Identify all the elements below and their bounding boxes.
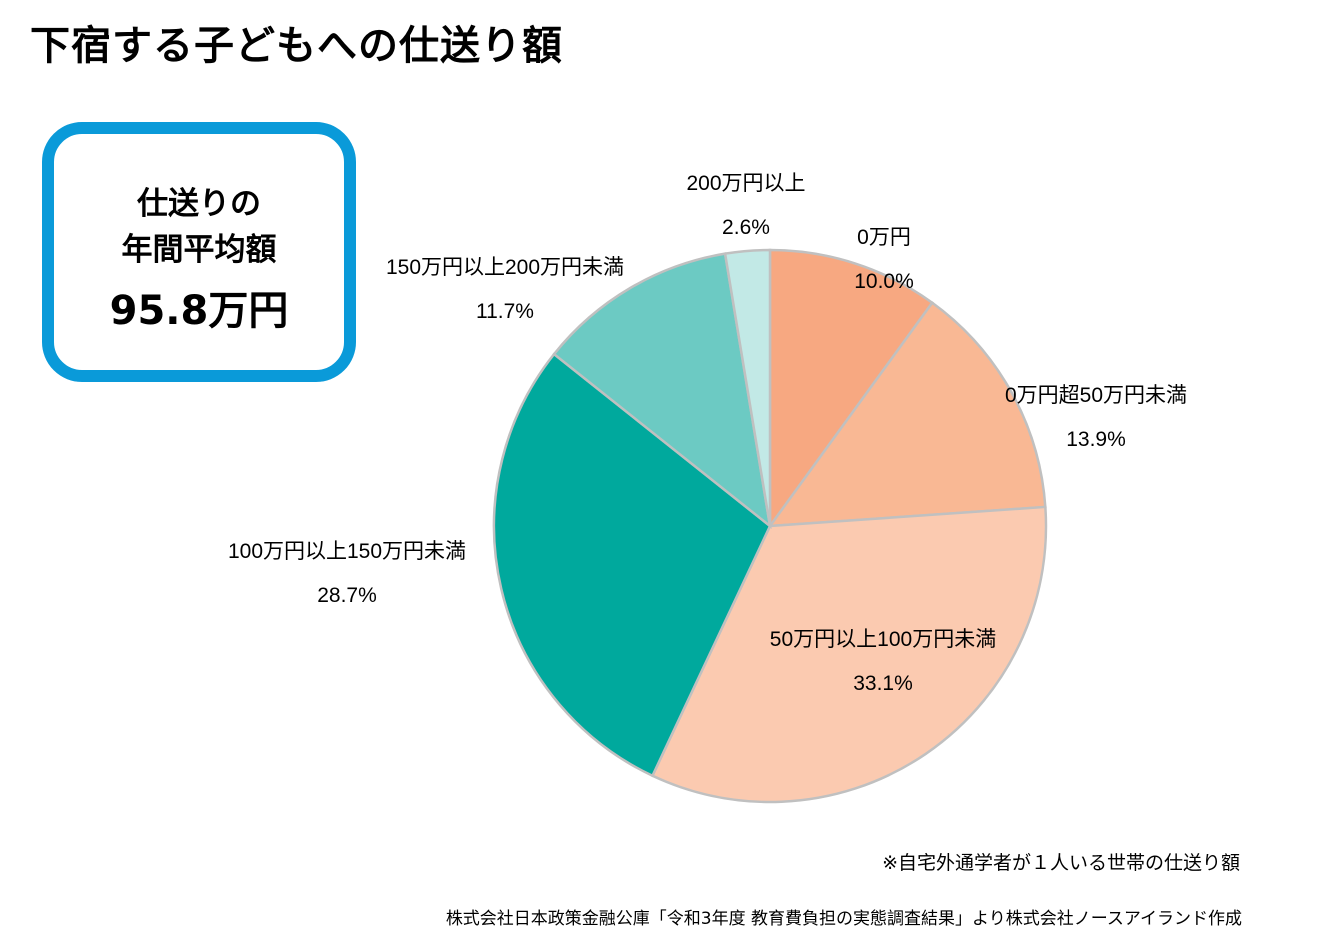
- source-credit: 株式会社日本政策金融公庫「令和3年度 教育費負担の実態調査結果」より株式会社ノー…: [445, 909, 1242, 929]
- slice-value-5: 2.6%: [722, 216, 770, 239]
- slice-value-2: 33.1%: [853, 672, 913, 695]
- pie-slice-1: [767, 300, 1047, 528]
- slice-label-0: 0万円 10.0%: [854, 226, 914, 294]
- slice-category-5: 200万円以上: [686, 172, 806, 195]
- pie-slice-5: [723, 248, 772, 527]
- slice-label-3: 100万円以上150万円未満 28.7%: [228, 540, 466, 608]
- slice-label-5: 200万円以上 2.6%: [686, 172, 805, 240]
- page-title: 下宿する子どもへの仕送り額: [30, 23, 563, 69]
- average-summary-box: 仕送りの 年間平均額 95.8万円: [42, 122, 356, 382]
- footnote: ※自宅外通学者が１人いる世帯の仕送り額: [882, 852, 1240, 874]
- average-label-line1: 仕送りの: [137, 186, 261, 222]
- average-label-line2: 年間平均額: [121, 232, 277, 268]
- pie-slice-0: [768, 248, 934, 530]
- slice-category-4: 150万円以上200万円未満: [385, 256, 625, 279]
- pie-slice-4: [552, 252, 772, 529]
- slice-category-0: 0万円: [857, 226, 911, 249]
- slice-value-0: 10.0%: [854, 270, 914, 293]
- slice-label-1: 0万円超50万円未満 13.9%: [1005, 384, 1187, 452]
- slice-category-1: 0万円超50万円未満: [1004, 384, 1188, 407]
- slice-value-1: 13.9%: [1066, 428, 1126, 451]
- average-value: 95.8万円: [109, 288, 289, 334]
- pie-slice-2: [650, 505, 1048, 804]
- slice-value-4: 11.7%: [475, 300, 534, 323]
- slice-category-2: 50万円以上100万円未満: [769, 628, 997, 651]
- slice-category-3: 100万円以上150万円未満: [227, 540, 467, 563]
- slice-label-2: 50万円以上100万円未満 33.1%: [770, 628, 996, 696]
- slice-label-4: 150万円以上200万円未満 11.7%: [386, 256, 624, 324]
- slice-value-3: 28.7%: [317, 584, 377, 607]
- pie-slice-3: [492, 352, 772, 778]
